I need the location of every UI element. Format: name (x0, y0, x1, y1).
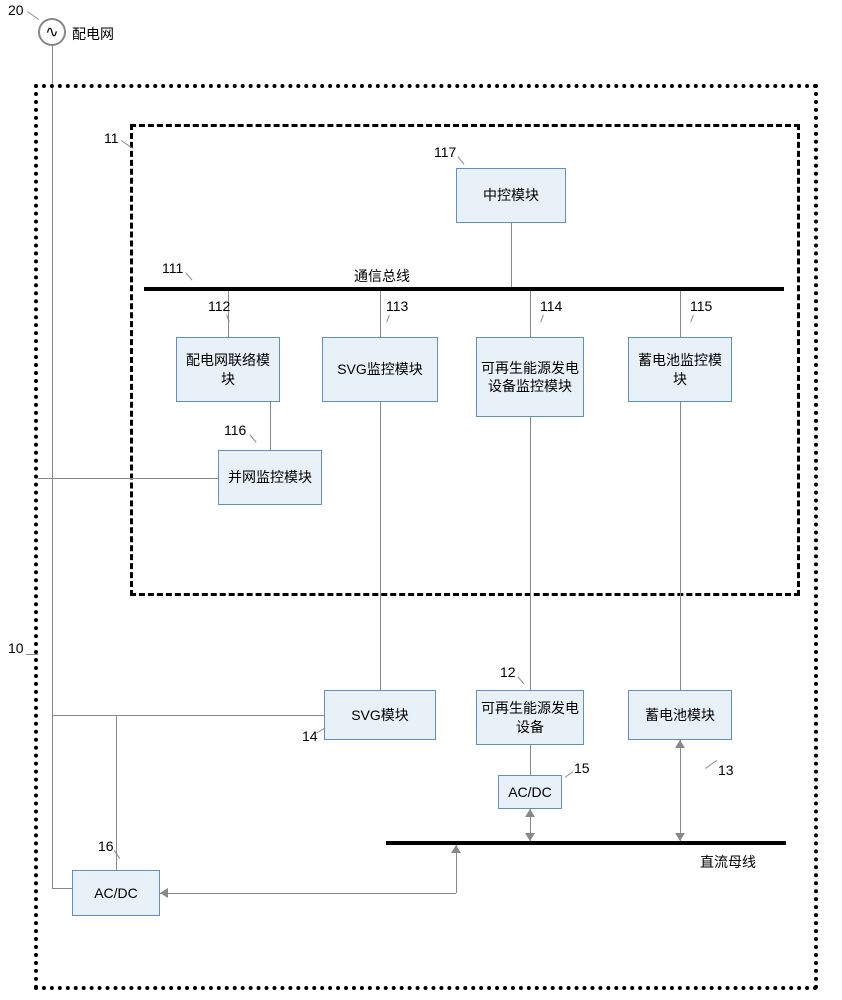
central-control-label: 中控模块 (483, 186, 539, 204)
grid-liaison-label: 配电网联络模块 (181, 351, 275, 387)
acdc-small-label: AC/DC (508, 783, 552, 801)
acdc-large: AC/DC (72, 870, 160, 916)
battery-monitor-module: 蓄电池监控模块 (628, 337, 732, 402)
battery-monitor-label: 蓄电池监控模块 (633, 351, 727, 387)
ref-line-20 (27, 11, 39, 20)
line-112-116 (270, 402, 271, 450)
arrow-16-dcbus-up (451, 845, 461, 853)
external-grid-label: 配电网 (72, 24, 114, 44)
ref-111: 111 (162, 260, 183, 276)
ref-10: 10 (8, 640, 24, 656)
line-16-right (160, 893, 456, 894)
central-control-module: 中控模块 (456, 168, 566, 223)
ref-115: 115 (690, 298, 712, 314)
ref-114: 114 (540, 298, 562, 314)
ref-line-10 (26, 654, 38, 655)
dc-bus-label: 直流母线 (700, 852, 756, 872)
line-16-up (116, 715, 117, 870)
acdc-large-label: AC/DC (94, 884, 138, 902)
line-116-out (38, 478, 218, 479)
ref-14: 14 (302, 728, 318, 744)
line-bus-115 (680, 291, 681, 337)
line-grid-vertical (52, 88, 53, 888)
line-117-bus (511, 223, 512, 287)
dc-bus (386, 841, 786, 845)
renewable-device: 可再生能源发电设备 (476, 690, 584, 745)
grid-liaison-module: 配电网联络模块 (176, 337, 280, 402)
ref-117: 117 (434, 144, 456, 160)
communication-bus (144, 287, 784, 291)
ref-16: 16 (98, 838, 114, 854)
arrow-15-up (525, 809, 535, 817)
ref-112: 112 (208, 298, 230, 314)
grid-connect-monitor-label: 并网监控模块 (228, 468, 312, 486)
line-115-13 (680, 402, 681, 690)
battery-module: 蓄电池模块 (628, 690, 732, 740)
grid-connect-monitor-module: 并网监控模块 (218, 450, 322, 505)
ref-11: 11 (104, 130, 119, 146)
svg-module-label: SVG模块 (351, 706, 409, 724)
battery-module-label: 蓄电池模块 (645, 706, 715, 724)
line-grid-entry (52, 46, 53, 84)
renewable-device-label: 可再生能源发电设备 (481, 699, 579, 735)
line-113-14 (380, 402, 381, 690)
svg-monitor-module: SVG监控模块 (322, 337, 438, 402)
arrow-16-left (160, 888, 168, 898)
svg-monitor-label: SVG监控模块 (337, 360, 423, 378)
comm-bus-label: 通信总线 (354, 266, 410, 286)
line-12-15 (530, 745, 531, 775)
line-14-left (52, 715, 324, 716)
acdc-small: AC/DC (498, 775, 562, 809)
arrow-13-down (675, 833, 685, 841)
svg-module: SVG模块 (324, 690, 436, 740)
arrow-15-down (525, 833, 535, 841)
ref-15: 15 (574, 760, 590, 776)
block-diagram: 20 ∿ 配电网 10 11 中控模块 117 通信总线 111 配电网联络模块… (0, 0, 842, 1000)
ref-13: 13 (718, 762, 734, 778)
ref-20: 20 (8, 2, 24, 18)
arrow-13-up (675, 740, 685, 748)
grid-source-icon: ∿ (38, 18, 66, 46)
line-bus-113 (380, 291, 381, 337)
line-bus-114 (530, 291, 531, 337)
line-grid-16-junction (52, 888, 72, 889)
line-13-dcbus (680, 740, 681, 841)
line-114-12 (530, 417, 531, 690)
ref-116: 116 (224, 422, 246, 438)
renewable-monitor-label: 可再生能源发电设备监控模块 (481, 359, 579, 395)
renewable-monitor-module: 可再生能源发电设备监控模块 (476, 337, 584, 417)
ref-12: 12 (500, 664, 516, 680)
ref-113: 113 (386, 298, 408, 314)
